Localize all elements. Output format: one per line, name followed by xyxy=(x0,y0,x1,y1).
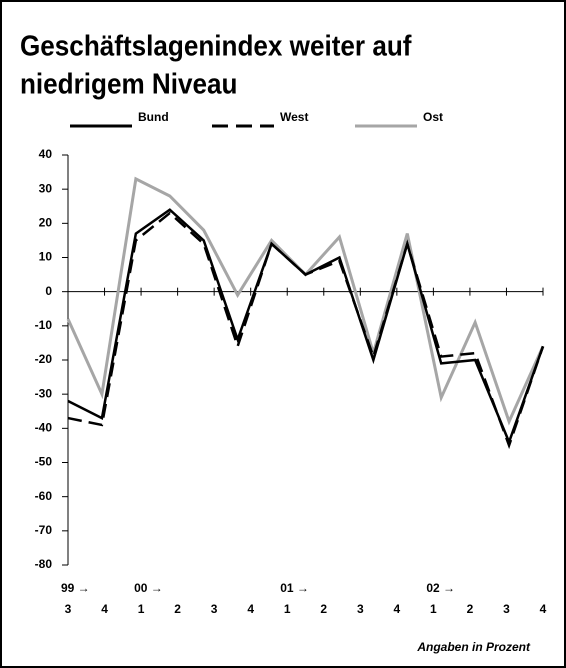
series-line xyxy=(67,208,545,446)
y-tick-label: -50 xyxy=(35,455,53,469)
y-tick-label: -10 xyxy=(35,318,53,332)
legend-label: Ost xyxy=(423,110,443,124)
legend-label: West xyxy=(280,110,308,124)
x-tick-label: 3 xyxy=(357,602,364,616)
x-tick-label: 1 xyxy=(284,602,291,616)
y-tick-label: 0 xyxy=(45,284,52,298)
x-tick-label: 3 xyxy=(65,602,72,616)
y-tick-label: -20 xyxy=(35,352,53,366)
chart-title: niedrigem Niveau xyxy=(20,67,237,100)
y-tick-label: -60 xyxy=(35,489,53,503)
y-tick-label: 30 xyxy=(39,181,53,195)
note: Angaben in Prozent xyxy=(416,640,531,654)
x-tick-label: 3 xyxy=(211,602,218,616)
y-tick-label: 40 xyxy=(39,147,53,161)
x-tick-label: 3 xyxy=(503,602,510,616)
series-line xyxy=(66,176,545,426)
legend-label: Bund xyxy=(138,110,169,124)
x-tick-label: 4 xyxy=(540,602,547,616)
y-tick-label: 20 xyxy=(39,216,53,230)
x-tick-label: 4 xyxy=(394,602,401,616)
x-tick-label: 1 xyxy=(430,602,437,616)
year-label: 01 → xyxy=(280,581,309,595)
x-tick-label: 1 xyxy=(138,602,145,616)
year-label: 99 → xyxy=(61,581,90,595)
y-tick-label: 10 xyxy=(39,250,53,264)
x-tick-label: 2 xyxy=(174,602,181,616)
y-tick-label: -70 xyxy=(35,523,53,537)
x-tick-label: 2 xyxy=(320,602,327,616)
y-tick-label: -80 xyxy=(35,557,53,571)
x-tick-label: 4 xyxy=(101,602,108,616)
year-label: 02 → xyxy=(426,581,455,595)
series-line xyxy=(67,211,545,450)
y-tick-label: -40 xyxy=(35,421,53,435)
chart-title: Geschäftslagenindex weiter auf xyxy=(20,29,412,62)
y-tick-label: -30 xyxy=(35,386,53,400)
year-label: 00 → xyxy=(134,581,163,595)
x-tick-label: 2 xyxy=(467,602,474,616)
x-tick-label: 4 xyxy=(247,602,254,616)
